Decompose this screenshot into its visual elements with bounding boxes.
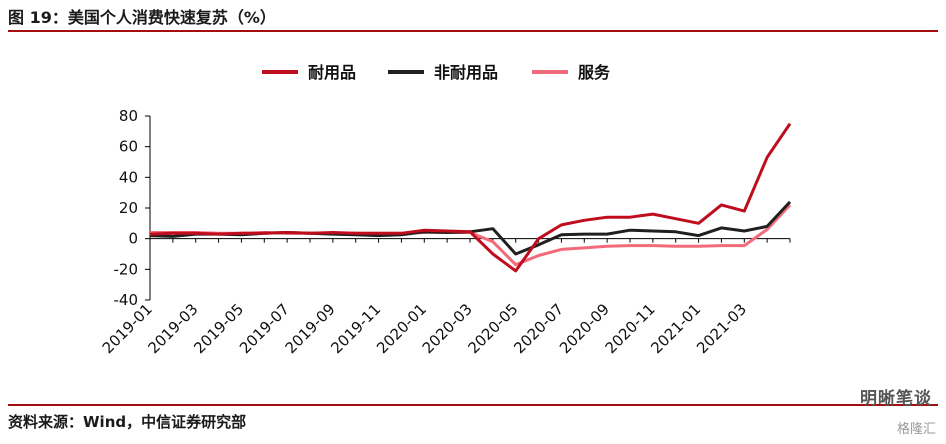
y-axis: 80 60 40 20 0 -20 -40 [114, 107, 151, 309]
y-tick-label: -40 [114, 291, 139, 309]
chart-legend: 耐用品 非耐用品 服务 [262, 63, 611, 82]
y-tick-label: 0 [128, 230, 138, 248]
watermark-logo: 明晰笔谈 [860, 389, 932, 409]
y-tick-label: 80 [119, 107, 138, 125]
watermark-sub: 格隆汇 [896, 422, 936, 437]
y-tick-label: 40 [119, 168, 138, 186]
series-lines [149, 122, 792, 273]
source-note: 资料来源：Wind，中信证券研究部 [8, 413, 247, 431]
legend-label: 非耐用品 [434, 63, 498, 82]
chart-title: 图 19：美国个人消费快速复苏（%） [8, 8, 276, 27]
series-line-0 [149, 122, 792, 273]
y-tick-label: 20 [119, 199, 138, 217]
bottom-divider [8, 404, 938, 406]
top-divider [8, 30, 938, 32]
y-tick-label: -20 [114, 260, 139, 278]
x-tick-label: 2021-03 [693, 300, 750, 357]
legend-label: 耐用品 [308, 63, 356, 82]
legend-label: 服务 [578, 63, 611, 82]
y-tick-label: 60 [119, 138, 138, 156]
x-axis: 2019-012019-032019-052019-072019-092019-… [99, 238, 791, 357]
